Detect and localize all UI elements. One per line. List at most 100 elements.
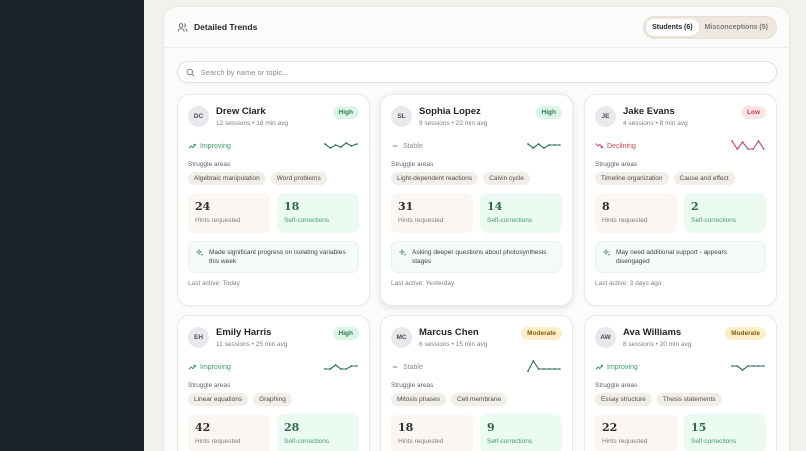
- trend-up-icon: [188, 143, 196, 149]
- hints-label: Hints requested: [195, 438, 241, 445]
- student-name: Drew Clark: [216, 106, 266, 117]
- self-corrections-count: 18: [284, 200, 300, 213]
- last-active: Last active: Yesterday: [391, 280, 455, 287]
- engagement-badge: Low: [741, 106, 766, 119]
- hints-count: 31: [398, 200, 414, 213]
- struggle-chip: Calvin cycle: [483, 172, 530, 185]
- last-active: Last active: Today: [188, 280, 240, 287]
- insight-text: Made significant progress on isolating v…: [209, 249, 346, 265]
- student-card-jake-evans[interactable]: JE Jake Evans 4 sessions • 8 min avg Low…: [584, 94, 777, 306]
- hints-stat: 22 Hints requested: [595, 414, 677, 451]
- struggle-areas-label: Struggle areas: [391, 382, 434, 389]
- insight-text: Asking deeper questions about photosynth…: [412, 249, 547, 265]
- session-meta: 12 sessions • 18 min avg: [216, 120, 289, 127]
- student-card-sophia-lopez[interactable]: SL Sophia Lopez 9 sessions • 22 min avg …: [380, 94, 573, 306]
- self-corrections-label: Self-corrections: [487, 217, 533, 224]
- search-input[interactable]: [200, 67, 776, 77]
- stats-row: 8 Hints requested 2 Self-corrections: [595, 193, 766, 233]
- stats-row: 31 Hints requested 14 Self-corrections: [391, 193, 562, 233]
- struggle-chip: Word problems: [270, 172, 327, 185]
- insight-note: Made significant progress on isolating v…: [188, 241, 359, 273]
- hints-label: Hints requested: [398, 217, 444, 224]
- hints-stat: 8 Hints requested: [595, 193, 677, 233]
- stats-row: 24 Hints requested 18 Self-corrections: [188, 193, 359, 233]
- avatar: EH: [188, 327, 209, 348]
- self-corrections-count: 28: [284, 421, 300, 434]
- view-toggle: Students (6) Misconceptions (5): [643, 15, 777, 39]
- struggle-chip: Linear equations: [188, 393, 249, 406]
- avatar: JE: [595, 106, 616, 127]
- tab-misconceptions[interactable]: Misconceptions (5): [704, 23, 768, 31]
- sparkline-chart: [731, 140, 765, 150]
- avatar: SL: [391, 106, 412, 127]
- sparkles-icon: [399, 249, 407, 256]
- self-corrections-stat: 2 Self-corrections: [684, 193, 766, 233]
- struggle-areas-label: Struggle areas: [188, 382, 231, 389]
- insight-note: May need additional support - appears di…: [595, 241, 766, 273]
- sparkles-icon: [196, 249, 204, 256]
- trend-up-icon: [595, 364, 603, 370]
- panel-title: Detailed Trends: [177, 22, 257, 33]
- self-corrections-stat: 14 Self-corrections: [480, 193, 562, 233]
- struggle-areas-label: Struggle areas: [595, 382, 638, 389]
- hints-count: 18: [398, 421, 414, 434]
- self-corrections-stat: 9 Self-corrections: [480, 414, 562, 451]
- search-icon: [186, 68, 195, 76]
- sparkles-icon: [603, 249, 611, 256]
- stats-row: 42 Hints requested 28 Self-corrections: [188, 414, 359, 451]
- stats-row: 22 Hints requested 15 Self-corrections: [595, 414, 766, 451]
- trend-status: Improving: [188, 363, 231, 371]
- session-meta: 4 sessions • 8 min avg: [623, 120, 688, 127]
- self-corrections-count: 2: [691, 200, 699, 213]
- self-corrections-label: Self-corrections: [487, 438, 533, 445]
- struggle-chip: Cause and effect: [673, 172, 735, 185]
- struggle-chip: Thesis statements: [656, 393, 722, 406]
- search-box[interactable]: [177, 61, 777, 83]
- hints-count: 42: [195, 421, 211, 434]
- student-name: Ava Williams: [623, 327, 682, 338]
- student-card-ava-williams[interactable]: AW Ava Williams 8 sessions • 20 min avg …: [584, 315, 777, 451]
- student-card-emily-harris[interactable]: EH Emily Harris 11 sessions • 25 min avg…: [177, 315, 370, 451]
- insight-text: May need additional support - appears di…: [616, 249, 727, 265]
- student-card-marcus-chen[interactable]: MC Marcus Chen 6 sessions • 15 min avg M…: [380, 315, 573, 451]
- trend-status: Improving: [595, 363, 638, 371]
- engagement-badge: High: [332, 327, 359, 340]
- sparkline-chart: [527, 359, 561, 372]
- tab-students[interactable]: Students (6): [646, 18, 699, 36]
- session-meta: 8 sessions • 20 min avg: [623, 341, 692, 348]
- struggle-chip: Graphing: [253, 393, 292, 406]
- self-corrections-count: 14: [487, 200, 503, 213]
- struggle-chip: Essay structure: [595, 393, 652, 406]
- struggle-chips: Essay structure Thesis statements: [595, 393, 766, 406]
- struggle-chips: Light-dependent reactions Calvin cycle: [391, 172, 562, 185]
- avatar: MC: [391, 327, 412, 348]
- self-corrections-stat: 18 Self-corrections: [277, 193, 359, 233]
- hints-count: 24: [195, 200, 211, 213]
- struggle-chip: Algebraic manipulation: [188, 172, 266, 185]
- struggle-chip: Mitosis phases: [391, 393, 446, 406]
- struggle-chips: Linear equations Graphing: [188, 393, 359, 406]
- struggle-areas-label: Struggle areas: [595, 161, 638, 168]
- panel-header: Detailed Trends Students (6) Misconcepti…: [164, 7, 789, 48]
- session-meta: 11 sessions • 25 min avg: [216, 341, 288, 348]
- trend-label: Improving: [200, 142, 231, 150]
- trend-label: Stable: [403, 142, 423, 150]
- struggle-areas-label: Struggle areas: [391, 161, 434, 168]
- trend-status: Improving: [188, 142, 231, 150]
- main-content: Detailed Trends Students (6) Misconcepti…: [144, 0, 806, 451]
- panel-title-text: Detailed Trends: [194, 22, 258, 32]
- hints-stat: 18 Hints requested: [391, 414, 473, 451]
- struggle-chip: Cell membrane: [451, 393, 508, 406]
- session-meta: 6 sessions • 15 min avg: [419, 341, 488, 348]
- trend-label: Improving: [607, 363, 638, 371]
- engagement-badge: High: [535, 106, 562, 119]
- self-corrections-label: Self-corrections: [691, 217, 737, 224]
- trend-status: Declining: [595, 142, 636, 150]
- sparkline-chart: [527, 143, 561, 149]
- hints-stat: 42 Hints requested: [188, 414, 270, 451]
- trend-down-icon: [595, 143, 603, 149]
- hints-label: Hints requested: [195, 217, 241, 224]
- last-active: Last active: 3 days ago: [595, 280, 662, 287]
- student-name: Sophia Lopez: [419, 106, 481, 117]
- student-card-drew-clark[interactable]: DC Drew Clark 12 sessions • 18 min avg H…: [177, 94, 370, 306]
